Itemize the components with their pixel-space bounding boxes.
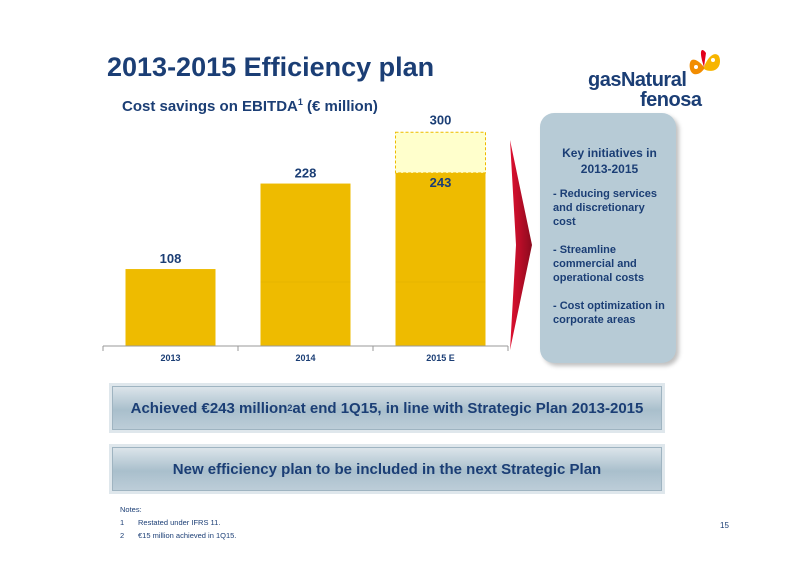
key-initiatives-title: Key initiatives in 2013-2015 — [562, 146, 657, 176]
chevron-right-icon — [510, 140, 532, 350]
page-number: 15 — [720, 521, 729, 530]
footnote-number: 1 — [120, 518, 125, 527]
initiative-item: - Reducing services and discretionary co… — [553, 188, 657, 228]
gas-natural-fenosa-logo: gasNatural fenosa — [588, 45, 728, 115]
x-tick-label: 2014 — [295, 353, 315, 363]
footnote-row: 1 Restated under IFRS 11. — [120, 516, 236, 529]
achieved-banner-footnote-ref: 2 — [287, 403, 293, 413]
bar-value-label: 228 — [295, 166, 317, 181]
bar-value-label: 108 — [160, 251, 182, 266]
page-title: 2013-2015 Efficiency plan — [107, 52, 435, 82]
achieved-banner-suffix: at end 1Q15, in line with Strategic Plan… — [292, 399, 644, 417]
subtitle-units: (€ million) — [302, 98, 378, 115]
notes-heading: Notes: — [120, 505, 142, 514]
footnote-text: Restated under IFRS 11. — [138, 518, 221, 527]
bar — [395, 172, 486, 346]
achieved-banner-text: Achieved €243 million — [130, 399, 288, 417]
x-tick-label: 2015 E — [426, 353, 455, 363]
footnote-row: 2 €15 million achieved in 1Q15. — [120, 529, 236, 542]
footnote-text: €15 million achieved in 1Q15. — [138, 531, 237, 540]
chart-subtitle: Cost savings on EBITDA1 (€ million) — [122, 97, 378, 115]
bar — [260, 183, 351, 346]
target-label: 300 — [430, 112, 452, 127]
footnotes: Notes: 1 Restated under IFRS 11. 2 €15 mil… — [120, 503, 236, 542]
butterfly-logo-icon — [689, 49, 720, 75]
new-plan-banner-text: New efficiency plan to be included in th… — [172, 460, 602, 478]
new-plan-banner: New efficiency plan to be included in th… — [112, 447, 662, 491]
target-bar — [395, 131, 486, 174]
x-tick-label: 2013 — [160, 353, 180, 363]
logo-text-fenosa: fenosa — [640, 89, 702, 111]
bar — [125, 269, 216, 346]
footnote-number: 2 — [120, 531, 125, 540]
logo-text-gasnatural: gasNatural — [588, 69, 687, 91]
subtitle-footnote-ref: 1 — [297, 97, 303, 107]
key-initiatives-panel: Key initiatives in 2013-2015 - Reducing … — [540, 113, 676, 363]
achieved-banner: Achieved €243 million 2 at end 1Q15, in l… — [112, 386, 662, 430]
initiative-item: - Streamline commercial and operational … — [553, 244, 645, 284]
bar-value-label: 243 — [430, 175, 452, 190]
initiative-item: - Cost optimization in corporate areas — [553, 300, 665, 326]
subtitle-text: Cost savings on EBITDA — [122, 98, 298, 115]
